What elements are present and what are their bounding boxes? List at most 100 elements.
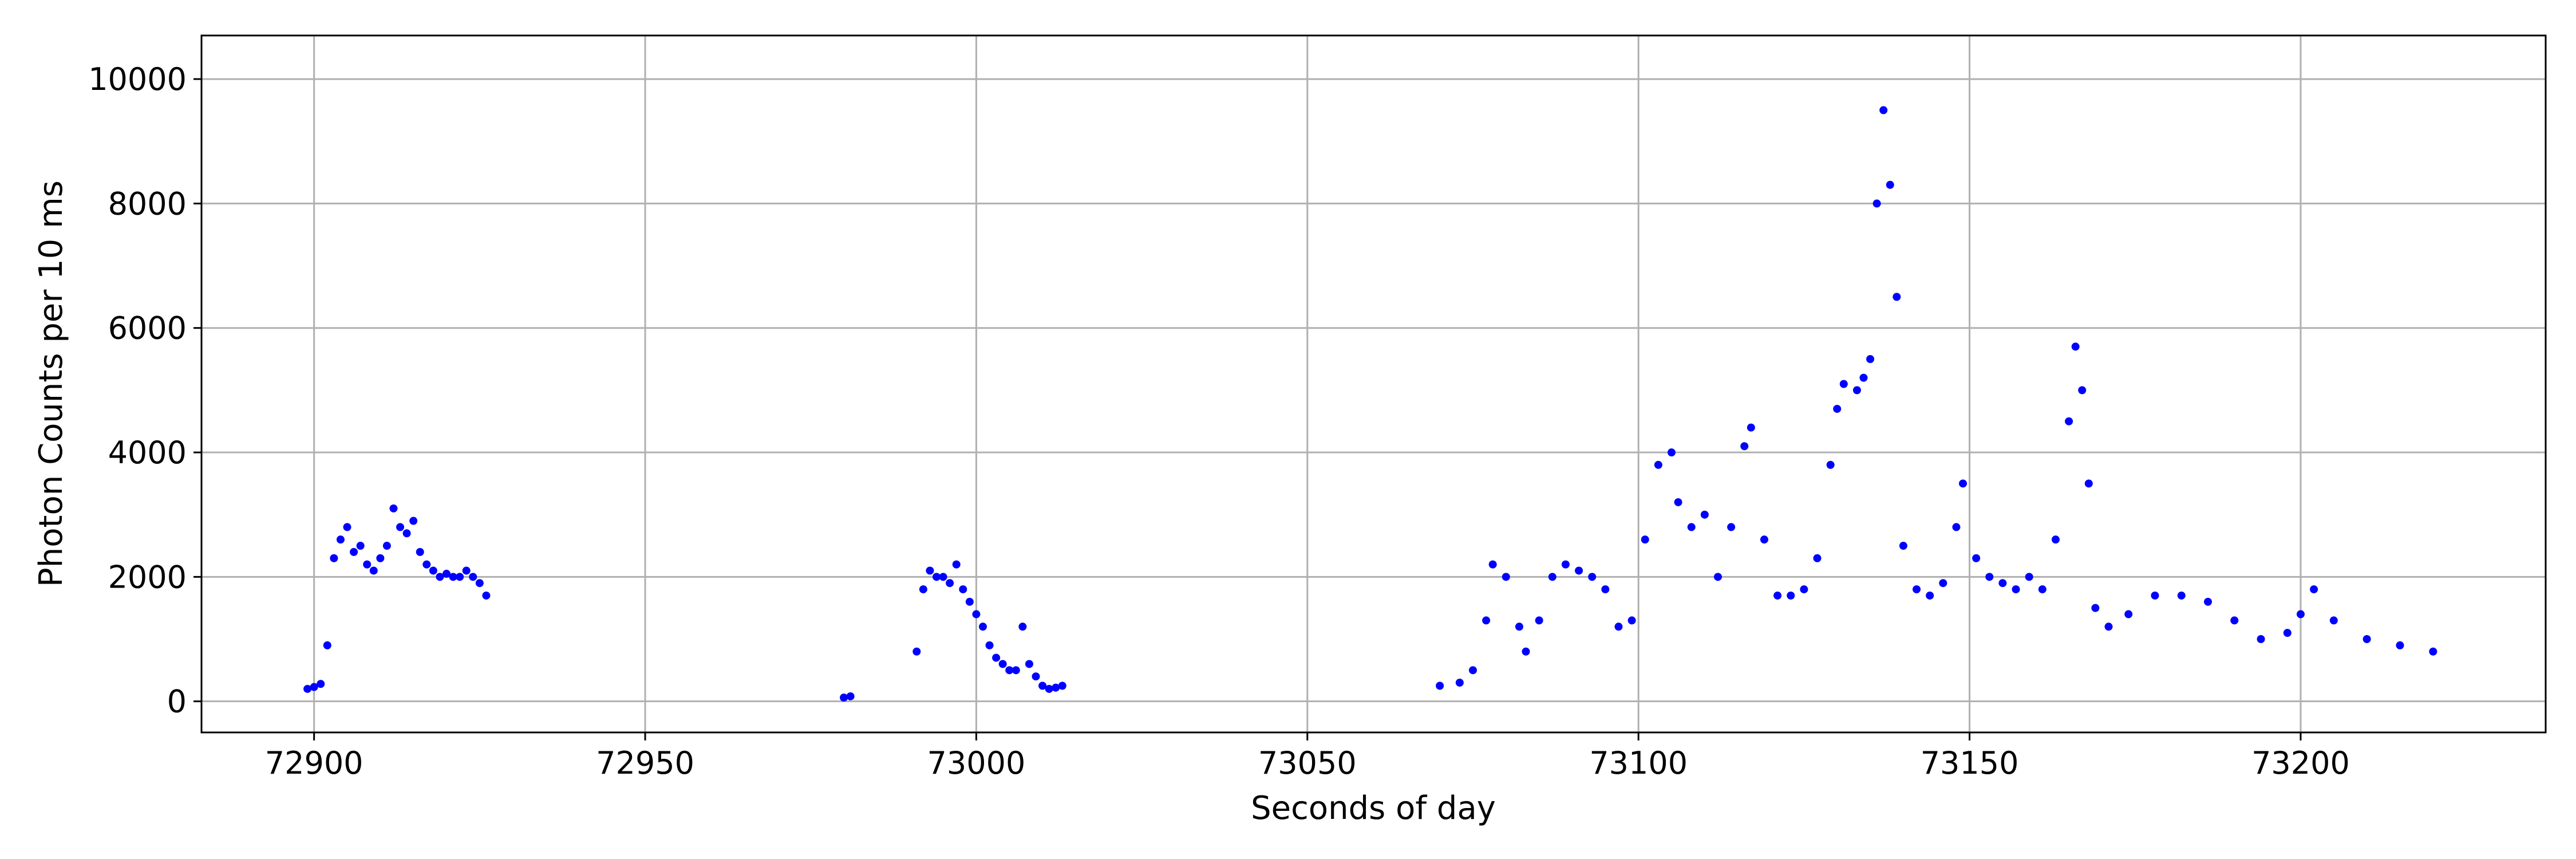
data-point [1674, 498, 1682, 506]
data-point [1879, 106, 1888, 115]
data-point [1985, 573, 1994, 581]
data-point [840, 693, 848, 702]
tick-layer: 72900 72950 73000 73050 73100 73150 73200 0 2000… [88, 61, 2350, 781]
data-point [985, 641, 994, 649]
data-point [2257, 635, 2265, 644]
data-point [1548, 573, 1556, 581]
data-point [1614, 622, 1623, 631]
data-point [2310, 585, 2318, 594]
data-point [2025, 573, 2033, 581]
data-point [1800, 585, 1808, 594]
data-point [1740, 442, 1749, 451]
data-point [1952, 523, 1961, 531]
data-point [1700, 510, 1709, 519]
data-point [2091, 604, 2100, 612]
data-point [1826, 460, 1835, 469]
data-point [1859, 373, 1868, 382]
data-point [1032, 672, 1040, 681]
data-point [1787, 591, 1795, 600]
data-point [389, 504, 398, 513]
data-point [2071, 342, 2080, 351]
data-point [2296, 610, 2305, 618]
data-point [1687, 523, 1696, 531]
data-point [409, 517, 418, 525]
data-point [2429, 647, 2437, 656]
data-point [429, 566, 437, 575]
data-point [846, 692, 855, 700]
data-point [1760, 535, 1768, 544]
data-point [972, 610, 981, 618]
data-point [959, 585, 967, 594]
plot-frame [200, 34, 2547, 734]
data-point [416, 547, 424, 556]
data-point [350, 547, 358, 556]
data-point [1839, 380, 1848, 388]
data-point [1455, 679, 1464, 687]
data-point [1052, 683, 1060, 692]
data-point [422, 560, 431, 569]
data-point [1913, 585, 1921, 594]
data-point [469, 573, 477, 581]
data-point [2362, 635, 2371, 644]
data-point [979, 622, 987, 631]
y-tick-label: 10000 [88, 61, 187, 97]
data-point [1045, 684, 1053, 693]
data-point [402, 529, 411, 538]
data-point [2084, 479, 2093, 488]
data-point [1714, 573, 1722, 581]
data-point [2104, 622, 2113, 631]
data-point [1641, 535, 1649, 544]
x-tick-label: 73200 [2251, 745, 2350, 781]
data-point [1515, 622, 1523, 631]
data-point [1018, 622, 1027, 631]
data-point [2078, 386, 2087, 395]
x-tick-label: 73000 [927, 745, 1026, 781]
data-point [1436, 681, 1444, 690]
x-tick-label: 73050 [1258, 745, 1357, 781]
data-point [912, 647, 921, 656]
data-point [1012, 666, 1020, 675]
data-point [1872, 199, 1881, 208]
data-point [998, 660, 1007, 668]
data-point [1833, 404, 1842, 413]
data-point [1482, 616, 1491, 625]
data-point [926, 566, 934, 575]
data-point [363, 560, 372, 569]
data-point [1893, 293, 1901, 301]
data-point [939, 573, 947, 581]
y-tick-label: 0 [167, 684, 187, 720]
data-point [1939, 579, 1947, 588]
data-point [2283, 629, 2291, 637]
data-point [2230, 616, 2239, 625]
data-point [1926, 591, 1934, 600]
data-point [1727, 523, 1736, 531]
x-tick-label: 73100 [1589, 745, 1688, 781]
data-point [2396, 641, 2404, 649]
data-point [1668, 448, 1676, 457]
data-point [1747, 423, 1755, 432]
data-point [449, 573, 457, 581]
data-point [1959, 479, 1967, 488]
data-point [330, 554, 338, 562]
data-point [376, 554, 385, 562]
data-point [2012, 585, 2020, 594]
data-point [1899, 542, 1907, 550]
data-point [2177, 591, 2186, 600]
data-point [2151, 591, 2159, 600]
data-point [952, 560, 961, 569]
y-tick-label: 4000 [108, 435, 187, 471]
y-tick-label: 2000 [108, 559, 187, 595]
data-point [1852, 386, 1861, 395]
data-point [1005, 666, 1014, 675]
data-point [475, 579, 484, 588]
data-point [1998, 579, 2007, 588]
data-point [1866, 355, 1875, 364]
data-point [303, 684, 312, 693]
data-point [1588, 573, 1597, 581]
data-point [1502, 573, 1510, 581]
data-point [456, 573, 464, 581]
data-point [2065, 417, 2073, 425]
grid-layer [202, 36, 2546, 732]
data-point [323, 641, 331, 649]
data-point [369, 566, 378, 575]
